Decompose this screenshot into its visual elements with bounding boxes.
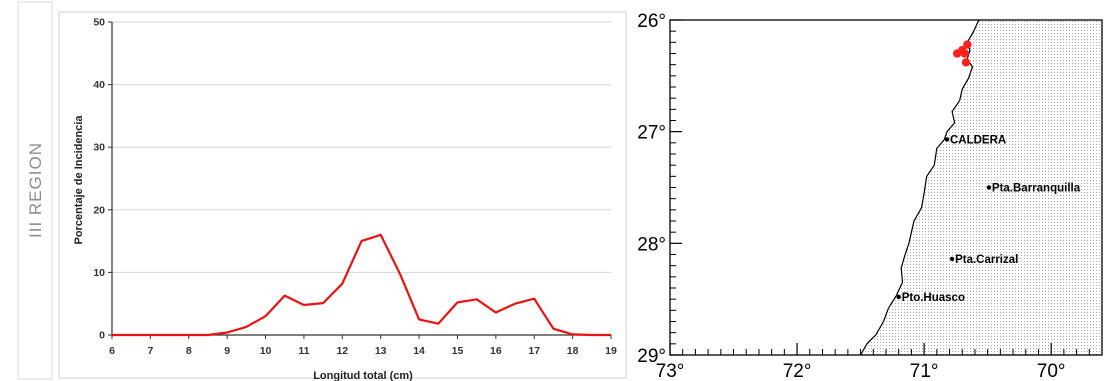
place-label: Pto.Huasco [902, 292, 965, 304]
place-marker [986, 185, 992, 190]
chart-x-axis-label: Longitud total (cm) [313, 370, 413, 381]
x-tick-label: 9 [224, 345, 230, 357]
lon-tick-label: 72° [783, 361, 812, 381]
coastline [860, 19, 980, 356]
place-marker [944, 137, 950, 142]
place-label: Pta.Carrizal [955, 254, 1018, 266]
lat-tick-label: 26° [637, 11, 666, 32]
lat-tick-label: 29° [637, 346, 666, 367]
x-tick-label: 12 [336, 345, 348, 357]
length-frequency-chart: 0 10 20 30 40 50 6 7 8 9 10 11 12 13 14 15 16 17 18 19 Long… [58, 11, 627, 381]
land-area [860, 20, 1102, 355]
place-marker [896, 294, 901, 300]
lon-tick-label: 71° [910, 361, 939, 381]
place-label: Pta.Barranquilla [992, 183, 1081, 195]
region-side-label: III REGION [17, 1, 53, 380]
x-tick-label: 18 [567, 345, 579, 357]
map-graticule-ticks: 26° 27° 28° 29°73° 72° 71° 70° [637, 11, 1103, 381]
map-sample-points [952, 40, 972, 67]
x-tick-label: 11 [298, 345, 309, 357]
sample-point [952, 49, 962, 58]
map-place-markers: CALDERA Pta.Barranquilla Pta.Carrizal Pto.H… [896, 134, 1081, 304]
y-tick-label: 30 [93, 142, 105, 154]
x-tick-label: 19 [605, 345, 617, 357]
place-marker [949, 256, 955, 262]
incidence-line [112, 233, 611, 337]
x-tick-label: 10 [260, 345, 272, 357]
lon-tick-label: 73° [656, 361, 685, 381]
region-label: III REGION [26, 142, 45, 238]
chart-y-axis-label: Porcentaje de Incidencia [73, 115, 85, 245]
x-tick-label: 8 [186, 345, 192, 357]
x-tick-label: 17 [528, 345, 540, 357]
chart-gridlines [112, 21, 611, 273]
lon-tick-label: 70° [1037, 361, 1066, 381]
sampling-map: 26° 27° 28° 29°73° 72° 71° 70° CALDERA Pta.Barr… [637, 11, 1103, 381]
x-tick-label: 14 [413, 345, 425, 357]
y-tick-label: 10 [93, 267, 105, 279]
y-tick-label: 50 [93, 17, 105, 29]
lat-tick-label: 28° [637, 234, 666, 255]
sample-point [963, 40, 972, 49]
lat-tick-label: 27° [637, 123, 666, 144]
x-tick-label: 6 [109, 345, 115, 357]
x-tick-label: 16 [490, 345, 502, 357]
sample-point [961, 58, 971, 67]
chart-border [58, 11, 627, 379]
chart-axes [108, 21, 612, 339]
y-tick-label: 0 [99, 330, 105, 342]
y-tick-label: 20 [93, 204, 105, 216]
chart-tick-labels: 0 10 20 30 40 50 6 7 8 9 10 11 12 13 14 15 16 17 18 19 [93, 17, 617, 358]
x-tick-label: 13 [375, 345, 387, 357]
x-tick-label: 7 [147, 345, 153, 357]
place-label: CALDERA [950, 134, 1006, 146]
y-tick-label: 40 [93, 79, 105, 91]
x-tick-label: 15 [452, 345, 464, 357]
sample-point [960, 49, 969, 58]
